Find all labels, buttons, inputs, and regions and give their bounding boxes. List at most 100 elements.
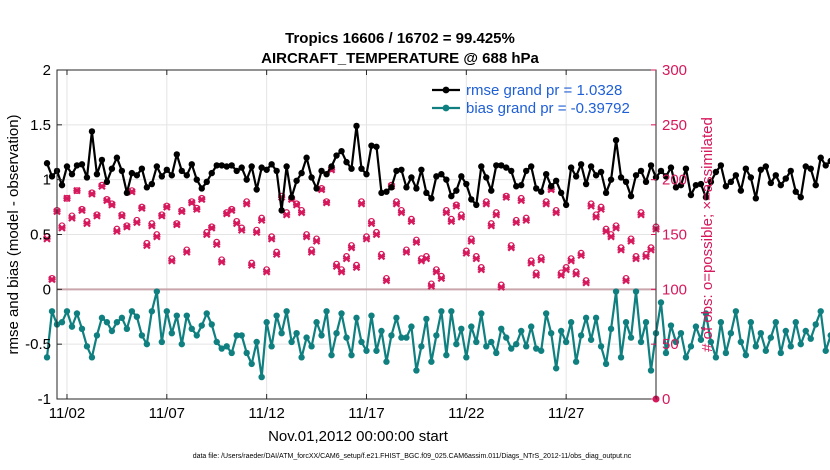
rmse-point — [63, 163, 71, 170]
rmse-point — [103, 178, 111, 186]
y-right-tick-label: 150 — [662, 227, 687, 244]
bias-point — [508, 345, 515, 352]
obs-assimilated-point — [607, 232, 615, 241]
rmse-point — [767, 179, 775, 187]
bias-point — [43, 354, 51, 361]
bias-point — [567, 319, 575, 326]
obs-assimilated-point — [262, 268, 271, 276]
obs-assimilated-point — [153, 232, 161, 241]
rmse-point — [413, 185, 420, 192]
bias-point — [642, 319, 650, 326]
rmse-point — [338, 147, 345, 155]
obs-assimilated-point — [502, 193, 511, 201]
obs-assimilated-point — [452, 202, 461, 210]
bias-point — [667, 322, 675, 329]
bias-point — [278, 330, 285, 337]
bias-point — [438, 308, 445, 315]
x-axis-label: Nov.01,2012 00:00:00 start — [268, 428, 449, 445]
obs-assimilated-point — [247, 261, 256, 269]
bias-point — [822, 347, 829, 354]
rmse-point — [138, 165, 146, 172]
rmse-point — [238, 164, 245, 171]
bias-point — [368, 312, 375, 319]
bias-point — [398, 334, 405, 341]
obs-assimilated-point — [537, 255, 545, 264]
rmse-point — [747, 174, 755, 181]
bias-point — [318, 332, 325, 339]
obs-assimilated-point — [492, 210, 501, 219]
bias-point — [183, 312, 190, 319]
bias-point — [393, 314, 400, 322]
bias-point — [373, 347, 380, 354]
bias-point — [138, 332, 146, 339]
bias-point — [782, 327, 789, 335]
rmse-point — [178, 167, 185, 175]
rmse-point — [123, 189, 131, 197]
rmse-point — [288, 194, 295, 201]
x-tick-label: 11/07 — [149, 405, 185, 422]
obs-assimilated-point — [497, 283, 506, 291]
bias-point — [348, 351, 355, 359]
rmse-point — [113, 154, 121, 161]
rmse-point — [218, 162, 225, 169]
obs-assimilated-point — [587, 202, 595, 210]
rmse-point — [597, 168, 605, 176]
obs-assimilated-point — [622, 276, 630, 285]
bias-point — [148, 308, 156, 315]
rmse-point — [243, 176, 250, 183]
obs-assimilated-point — [98, 182, 106, 191]
bias-point — [328, 351, 335, 359]
bias-point — [607, 325, 615, 333]
bias-point — [542, 310, 550, 317]
obs-possible-point — [208, 223, 216, 231]
bias-point — [158, 338, 166, 346]
bias-point — [557, 327, 565, 335]
rmse-point — [198, 185, 205, 192]
obs-assimilated-point — [532, 271, 540, 279]
bias-point — [802, 327, 809, 335]
obs-assimilated-point — [232, 219, 241, 228]
rmse-point — [378, 189, 385, 197]
obs-assimilated-point — [517, 196, 526, 205]
y-right-tick-label: 200 — [662, 172, 687, 189]
rmse-point — [308, 174, 315, 181]
bias-point — [378, 327, 385, 335]
y-left-axis-label: rmse and bias (model - observation) — [5, 114, 22, 354]
rmse-point — [163, 166, 171, 173]
rmse-point — [552, 177, 560, 184]
rmse-point — [343, 158, 350, 166]
obs-possible-point — [98, 181, 106, 189]
rmse-point — [523, 167, 530, 175]
x-tick-label: 11/12 — [248, 405, 284, 422]
rmse-point — [408, 174, 415, 181]
obs-assimilated-point — [272, 250, 281, 259]
rmse-point — [737, 187, 745, 194]
bias-point — [597, 343, 605, 350]
rmse-point — [503, 164, 510, 171]
bias-point — [58, 319, 66, 326]
bias-point — [632, 288, 640, 295]
y-left-tick-label: 1.5 — [30, 117, 51, 134]
rmse-point — [348, 165, 355, 172]
bias-point — [498, 325, 505, 333]
obs-possible-point — [163, 202, 171, 210]
rmse-point — [468, 196, 475, 203]
bias-point — [293, 330, 300, 337]
bias-point — [572, 358, 580, 365]
rmse-point — [562, 201, 570, 209]
bias-point — [742, 351, 750, 359]
bias-point — [78, 325, 86, 333]
bias-point — [637, 338, 645, 346]
rmse-point — [73, 162, 81, 169]
obs-assimilated-point — [207, 224, 216, 232]
y-right-tick-label: 100 — [662, 281, 687, 298]
rmse-point — [662, 173, 670, 180]
rmse-point — [168, 172, 176, 179]
y-right-tick-label: 250 — [662, 117, 687, 134]
rmse-point — [797, 194, 804, 201]
bias-point — [747, 319, 755, 326]
bias-point — [777, 349, 784, 357]
obs-assimilated-point — [212, 240, 221, 249]
rmse-point — [473, 201, 480, 209]
rmse-point — [772, 172, 779, 179]
